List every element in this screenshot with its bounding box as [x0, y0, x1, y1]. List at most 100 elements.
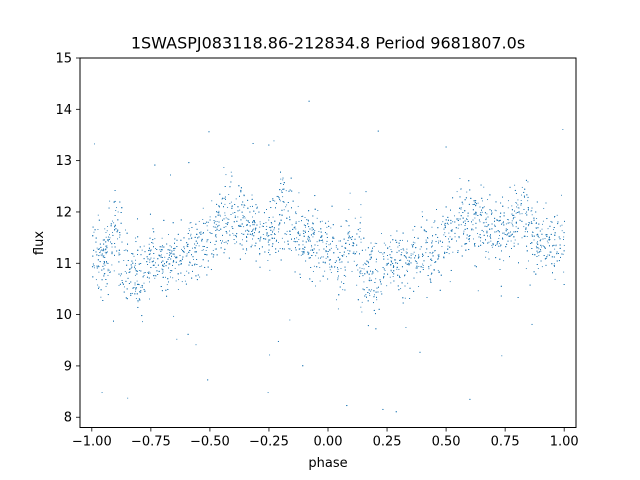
- data-point: [119, 234, 121, 236]
- data-point: [535, 228, 537, 229]
- data-point: [180, 219, 182, 221]
- data-point: [398, 250, 400, 252]
- data-point: [106, 261, 107, 263]
- data-point: [517, 199, 519, 201]
- data-point: [495, 257, 497, 259]
- data-point: [102, 239, 104, 241]
- data-point: [241, 211, 243, 213]
- data-point: [540, 260, 542, 262]
- data-point: [96, 247, 98, 249]
- data-point: [366, 296, 367, 298]
- data-point: [283, 182, 285, 184]
- data-point: [389, 276, 391, 278]
- data-point: [488, 224, 490, 226]
- data-point: [278, 231, 279, 233]
- data-point: [281, 190, 282, 192]
- data-point: [105, 248, 107, 250]
- data-point: [485, 217, 487, 219]
- data-point: [170, 276, 171, 278]
- data-point: [538, 237, 540, 239]
- data-point: [295, 221, 297, 223]
- data-point: [527, 200, 529, 202]
- data-point: [376, 287, 378, 289]
- data-point: [103, 273, 105, 275]
- data-point: [247, 207, 249, 209]
- data-point: [141, 249, 143, 251]
- data-point: [114, 229, 115, 230]
- data-point: [375, 258, 377, 260]
- data-point: [540, 244, 542, 246]
- data-point: [430, 258, 432, 260]
- data-point: [181, 248, 183, 250]
- data-point: [209, 219, 211, 221]
- data-point: [159, 255, 161, 257]
- data-point: [161, 249, 163, 251]
- data-point: [513, 236, 515, 238]
- data-point: [513, 242, 515, 244]
- data-point: [246, 236, 247, 238]
- data-point: [515, 212, 517, 214]
- data-point: [236, 233, 238, 235]
- data-point: [313, 265, 315, 267]
- data-point: [383, 277, 384, 279]
- data-point: [359, 253, 360, 255]
- data-point: [498, 220, 500, 222]
- data-point: [228, 218, 230, 220]
- data-point: [203, 246, 205, 247]
- data-point: [488, 241, 490, 243]
- data-point: [107, 262, 109, 264]
- data-point: [445, 227, 446, 229]
- data-point: [546, 256, 548, 258]
- data-point: [507, 229, 509, 231]
- data-point: [118, 254, 120, 256]
- data-point: [448, 241, 450, 243]
- data-point: [304, 246, 306, 248]
- data-point: [544, 238, 546, 240]
- data-point: [117, 211, 119, 213]
- data-point: [489, 228, 491, 230]
- data-point: [360, 216, 362, 218]
- data-point: [328, 259, 330, 261]
- data-point: [521, 213, 523, 215]
- data-point: [452, 251, 454, 253]
- data-point: [558, 260, 560, 262]
- data-point: [416, 267, 418, 269]
- data-point: [461, 245, 463, 247]
- data-point: [168, 267, 169, 269]
- data-point: [275, 240, 277, 242]
- data-point: [174, 247, 176, 249]
- data-point: [176, 239, 178, 241]
- data-point: [259, 238, 261, 240]
- data-point: [126, 232, 128, 234]
- data-point: [378, 308, 380, 310]
- data-point: [299, 273, 301, 275]
- data-point: [487, 216, 489, 218]
- data-point: [131, 260, 133, 262]
- data-point: [320, 228, 322, 230]
- data-point: [194, 243, 196, 245]
- data-point: [177, 289, 179, 290]
- data-point: [426, 219, 428, 221]
- data-point: [165, 289, 167, 291]
- data-point: [353, 251, 355, 253]
- data-point: [246, 248, 247, 250]
- data-point: [456, 218, 458, 220]
- data-point: [319, 240, 321, 242]
- data-point: [241, 244, 243, 246]
- data-point: [474, 244, 475, 246]
- data-point: [310, 267, 312, 268]
- data-point: [191, 277, 193, 279]
- data-point: [397, 274, 399, 276]
- data-point: [127, 243, 128, 245]
- data-point: [464, 199, 466, 201]
- data-point: [542, 245, 544, 247]
- data-point: [166, 295, 168, 297]
- data-point: [268, 144, 270, 146]
- data-point: [511, 213, 513, 215]
- data-point: [259, 231, 261, 233]
- data-point: [149, 213, 151, 215]
- data-point: [169, 245, 171, 247]
- data-point: [227, 218, 229, 220]
- data-point: [366, 287, 368, 288]
